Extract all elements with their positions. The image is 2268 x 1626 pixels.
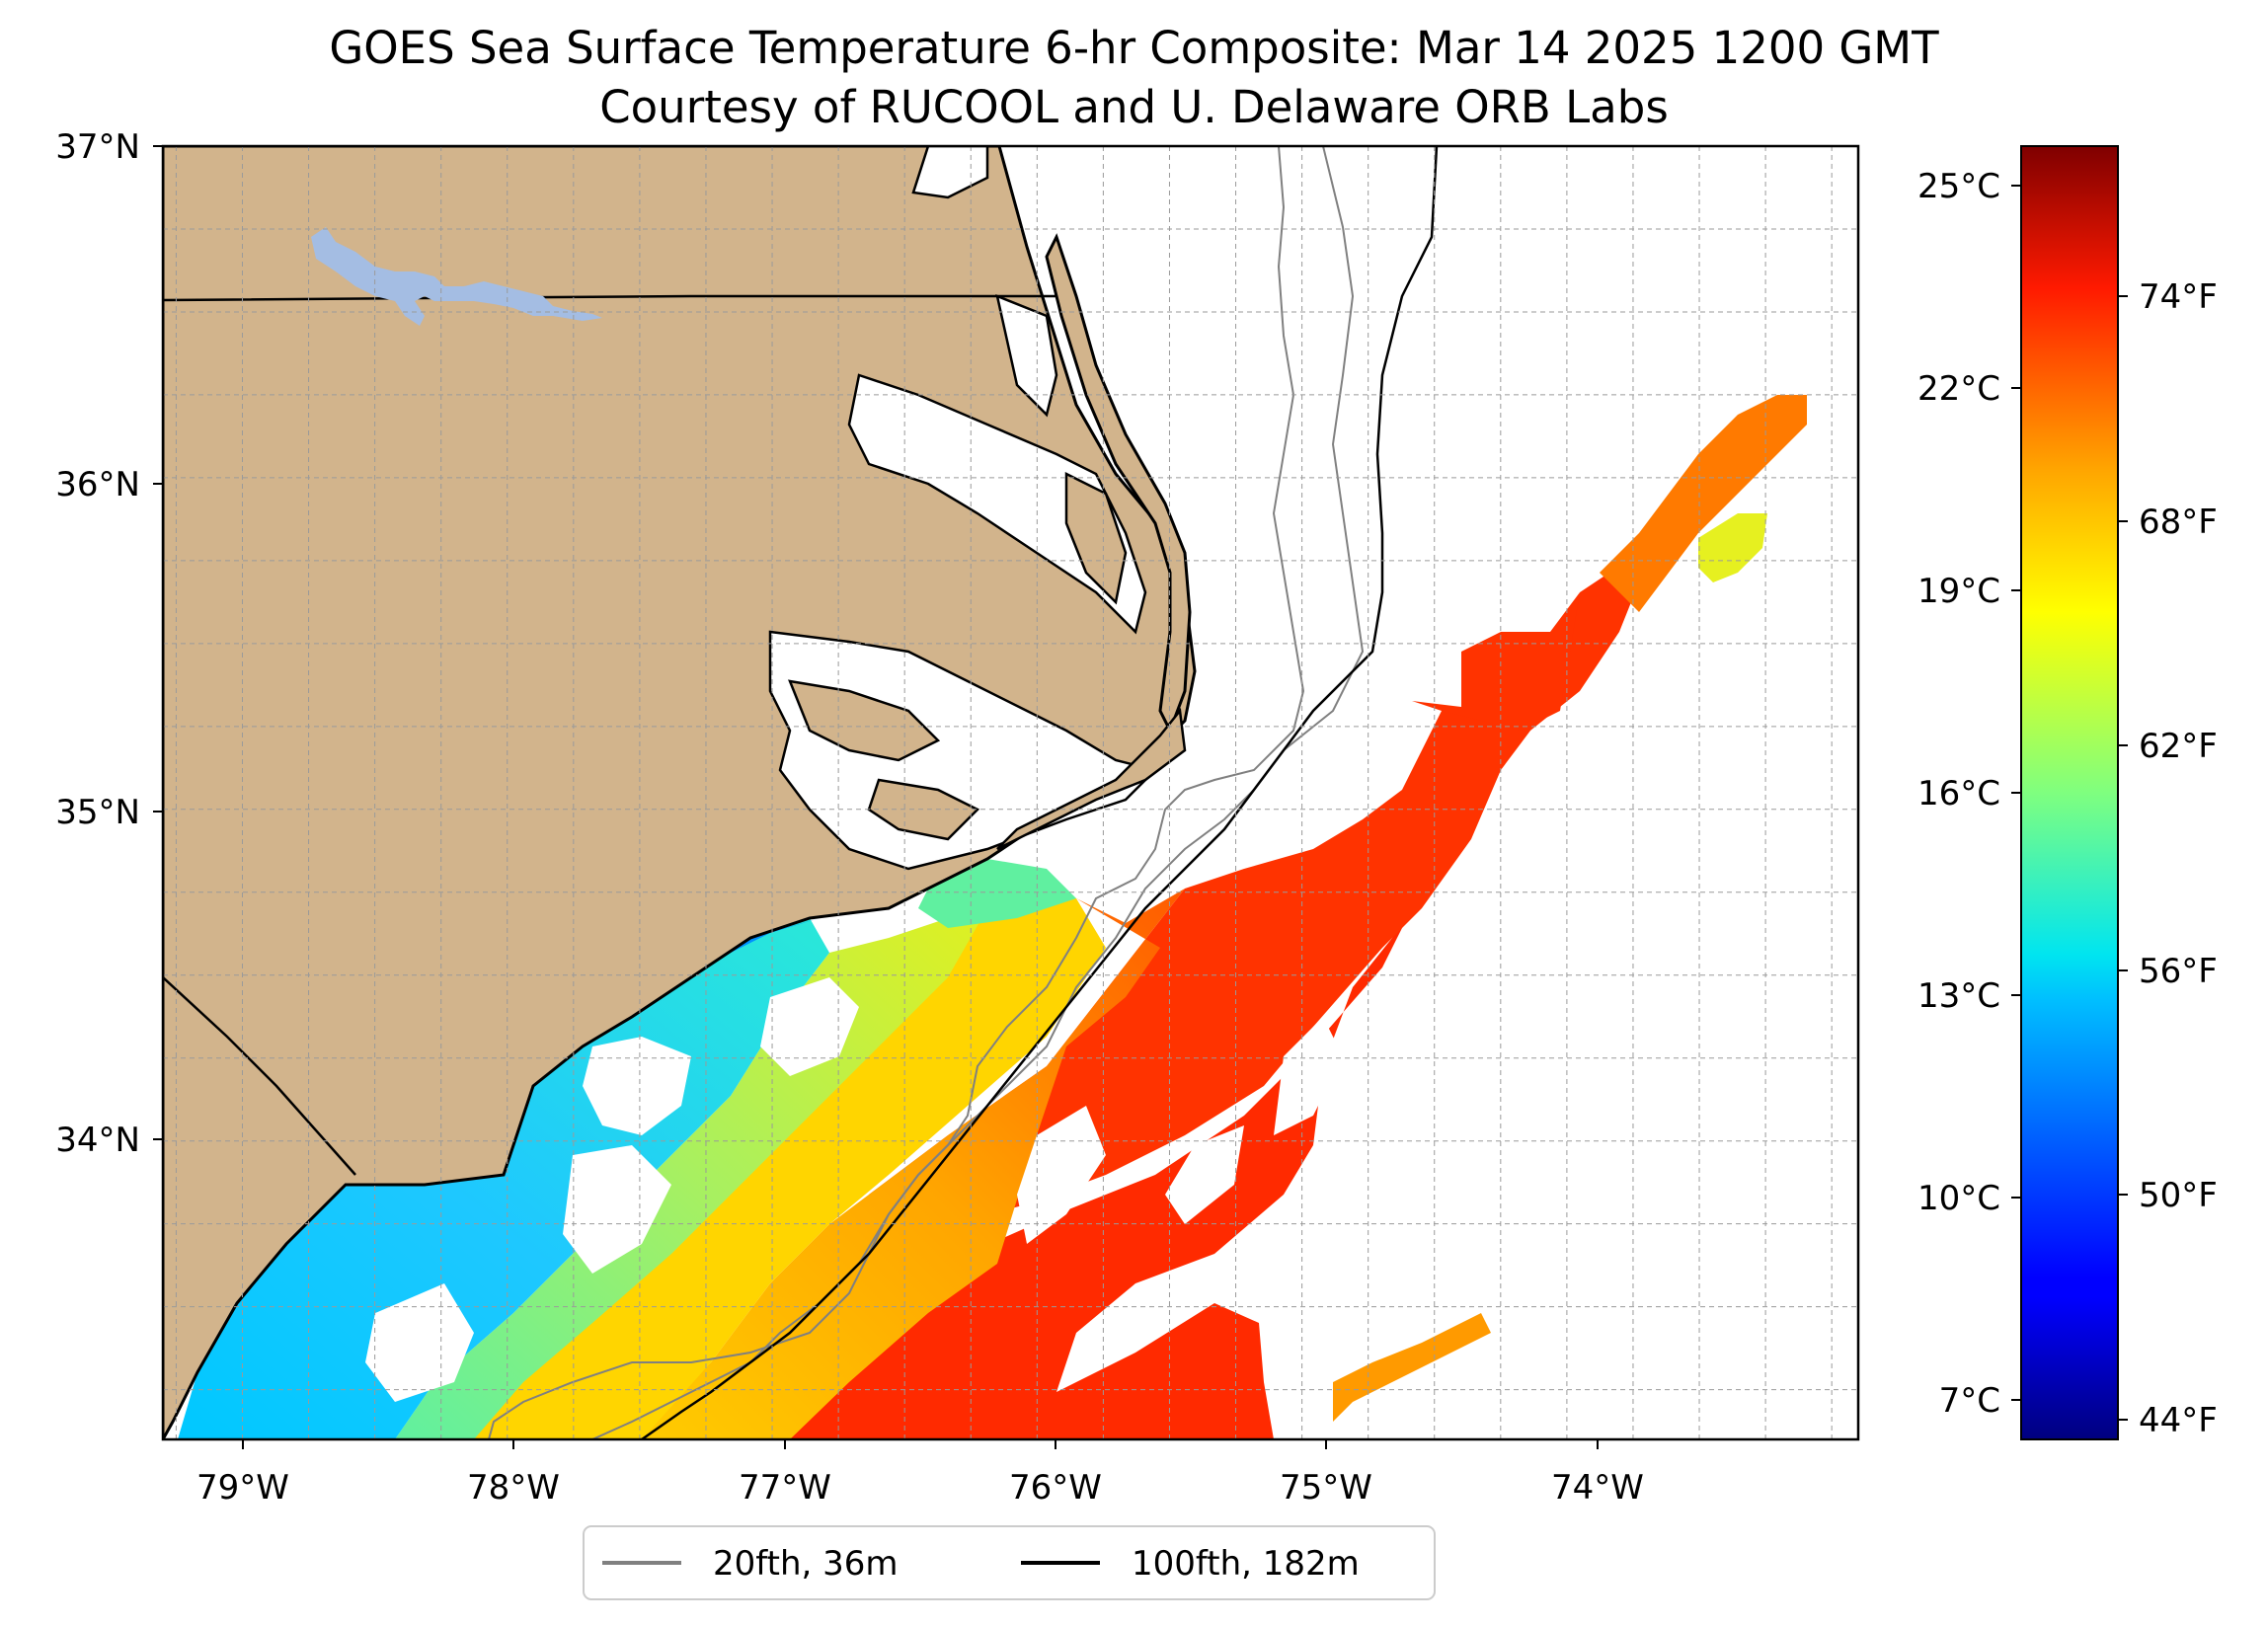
legend-label-100fth: 100fth, 182m — [1132, 1544, 1360, 1584]
cloud-gap-1 — [583, 1037, 691, 1135]
map-content — [163, 146, 1858, 1439]
land-layer — [163, 146, 1197, 1439]
map-title: GOES Sea Surface Temperature 6-hr Compos… — [329, 22, 1939, 74]
cloud-gap-6 — [1017, 1106, 1106, 1244]
land-peninsula — [1064, 471, 1128, 605]
contour-20fth-offshore — [591, 146, 1365, 1439]
water-inlet-north — [911, 146, 989, 199]
sst-warm-offshore — [731, 592, 1600, 1439]
outer-banks — [1045, 233, 1192, 735]
celsius-tick-label: 22°C — [1917, 369, 2000, 409]
sst-shelf-break — [632, 889, 1185, 1439]
celsius-tick-label: 7°C — [1939, 1381, 2000, 1421]
lake-kerr-gaston — [311, 227, 602, 326]
map-frame — [161, 144, 1860, 1441]
water-albemarle-sound — [847, 373, 1147, 635]
legend: 20fth, 36m 100fth, 182m — [583, 1525, 1436, 1600]
colorbar-fahrenheit-ticks: 74°F 68°F 62°F 56°F 50°F 44°F — [2118, 277, 2218, 1440]
cloud-gap-2 — [760, 977, 859, 1076]
fahrenheit-tick-label: 74°F — [2139, 277, 2218, 317]
cape-lookout-banks — [996, 707, 1187, 851]
fahrenheit-tick-label: 56°F — [2139, 952, 2218, 991]
sst-yellow-band — [474, 889, 1106, 1439]
contour-20fth — [488, 146, 1305, 1439]
lat-tick-label: 36°N — [55, 465, 140, 504]
celsius-tick-label: 13°C — [1917, 976, 2000, 1016]
lat-tick-labels: 37°N 36°N 35°N 34°N — [55, 127, 140, 1160]
sst-warm-tongue — [1412, 592, 1580, 731]
fahrenheit-tick-label: 62°F — [2139, 727, 2218, 766]
state-border-sc — [163, 976, 356, 1176]
contour-100fth — [641, 146, 1439, 1439]
cloud-gap-3 — [563, 1145, 671, 1274]
legend-label-20fth: 20fth, 36m — [713, 1544, 899, 1584]
celsius-tick-label: 10°C — [1917, 1179, 2000, 1218]
lon-tick-labels: 79°W 78°W 77°W 76°W 75°W 74°W — [196, 1468, 1644, 1508]
bathymetry-contours — [488, 146, 1439, 1439]
lon-tick-label: 79°W — [196, 1468, 289, 1508]
sst-orange-patch — [1333, 1313, 1491, 1422]
fahrenheit-tick-label: 44°F — [2139, 1401, 2218, 1440]
axis-ticks — [153, 145, 1599, 1449]
lat-tick-label: 35°N — [55, 793, 140, 832]
graticule — [163, 146, 1858, 1439]
lon-tick-label: 75°W — [1280, 1468, 1372, 1508]
legend-box — [583, 1525, 1436, 1600]
cloud-gap-8 — [1165, 1125, 1244, 1224]
cloud-gap-7 — [1274, 1017, 1343, 1135]
celsius-tick-label: 25°C — [1917, 167, 2000, 206]
celsius-tick-label: 19°C — [1917, 572, 2000, 611]
cloud-gap-4 — [365, 1283, 474, 1402]
colorbar-celsius-ticks: 25°C 22°C 19°C 16°C 13°C 10°C 7°C — [1917, 167, 2021, 1421]
lat-tick-label: 34°N — [55, 1121, 140, 1160]
fahrenheit-tick-label: 50°F — [2139, 1176, 2218, 1215]
sst-orange-filament — [1600, 395, 1807, 612]
land-pamlico-peninsula — [788, 679, 941, 762]
state-border-va — [163, 294, 1056, 302]
colorbar-gradient — [2020, 145, 2119, 1440]
sst-field — [178, 395, 1807, 1439]
lat-tick-label: 37°N — [55, 127, 140, 167]
cloud-gap-5 — [1511, 711, 1600, 829]
lon-tick-label: 76°W — [1009, 1468, 1102, 1508]
colorbar: 25°C 22°C 19°C 16°C 13°C 10°C 7°C 74°F 6… — [1917, 145, 2218, 1440]
map-subtitle: Courtesy of RUCOOL and U. Delaware ORB L… — [599, 81, 1669, 133]
fahrenheit-tick-label: 68°F — [2139, 503, 2218, 542]
lon-tick-label: 77°W — [739, 1468, 831, 1508]
lon-tick-label: 78°W — [467, 1468, 560, 1508]
sst-yellow-patch — [1698, 513, 1767, 582]
lon-tick-label: 74°W — [1551, 1468, 1644, 1508]
celsius-tick-label: 16°C — [1917, 774, 2000, 813]
